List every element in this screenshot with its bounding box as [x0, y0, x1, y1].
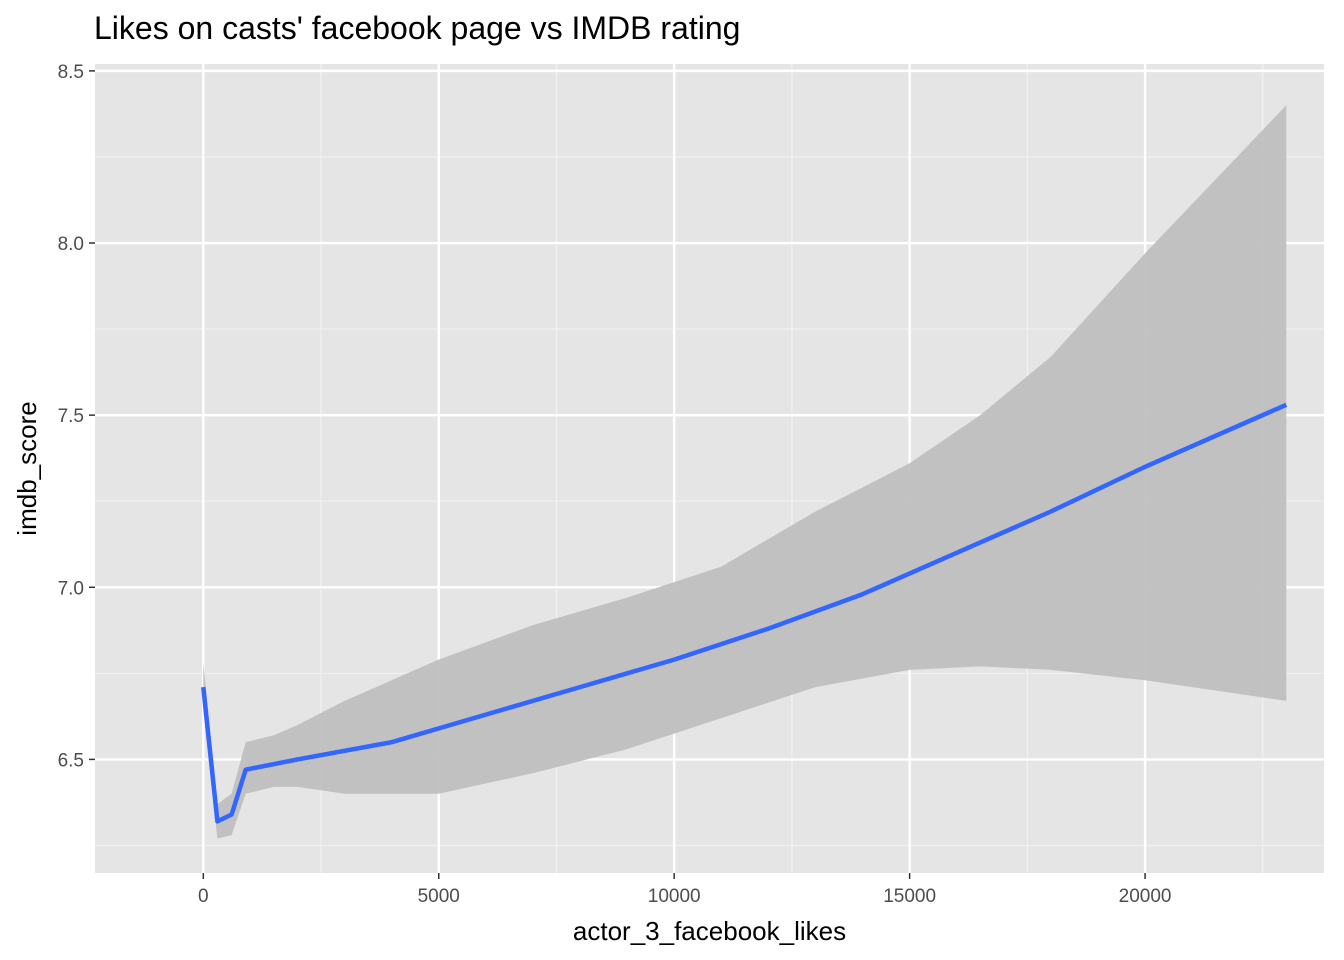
x-axis-title: actor_3_facebook_likes	[573, 916, 846, 946]
confidence-band	[203, 105, 1287, 839]
y-tick-label: 8.0	[58, 234, 84, 255]
x-axis: 0 5000 10000 15000 20000	[198, 873, 1171, 907]
y-tick-label: 7.0	[58, 578, 84, 599]
x-tick-label: 20000	[1119, 886, 1172, 907]
chart-title: Likes on casts' facebook page vs IMDB ra…	[94, 10, 741, 46]
y-tick-label: 7.5	[58, 406, 84, 427]
y-axis: 6.5 7.0 7.5 8.0 8.5	[58, 62, 95, 771]
y-tick-label: 8.5	[58, 62, 84, 83]
x-tick-label: 5000	[418, 886, 460, 907]
y-tick-label: 6.5	[58, 750, 84, 771]
y-axis-title: imdb_score	[12, 401, 42, 535]
confidence-band-layer	[203, 105, 1287, 839]
series-line	[201, 402, 1288, 824]
x-tick-label: 10000	[648, 886, 701, 907]
series-line-layer	[201, 402, 1288, 824]
x-tick-label: 15000	[883, 886, 936, 907]
x-tick-label: 0	[198, 886, 209, 907]
